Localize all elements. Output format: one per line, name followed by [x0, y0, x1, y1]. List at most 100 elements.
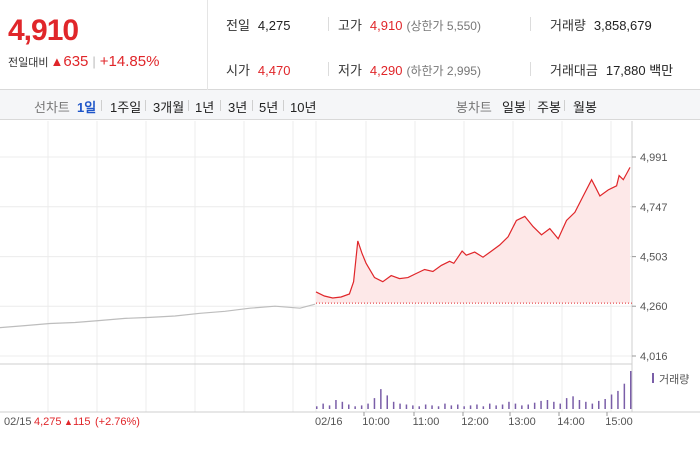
volume-bar: [559, 403, 561, 409]
volume-bar: [521, 405, 523, 409]
volume-bar: [527, 404, 529, 409]
change-percent: +14.85%: [99, 53, 160, 70]
volume-bar: [572, 396, 574, 409]
stat-prev-close: 전일 4,275: [226, 15, 290, 34]
x-axis: 10:00 11:00 12:00 13:00 14:00 15:00: [362, 412, 633, 428]
volume-label: 거래량: [550, 18, 586, 33]
x-tick-label: 13:00: [508, 416, 536, 428]
volume-bar: [501, 404, 504, 409]
volume-bar: [591, 403, 594, 409]
volume-bar: [418, 406, 420, 409]
volume-bar: [328, 405, 331, 409]
divider: [188, 100, 189, 111]
period-3-years[interactable]: 3년: [228, 100, 248, 115]
low-value: 4,290: [369, 63, 403, 78]
y-tick-label: 4,503: [640, 252, 668, 264]
period-1-year[interactable]: 1년: [195, 100, 215, 115]
volume-bar: [373, 398, 376, 409]
trade-value-value: 17,880 백만: [605, 63, 674, 78]
x-tick-label: 10:00: [362, 416, 390, 428]
volume-bar: [553, 401, 555, 409]
divider: [220, 100, 221, 111]
volume-bar: [578, 400, 581, 409]
today-fill: [316, 167, 630, 304]
divider: [328, 17, 329, 31]
volume-bar: [546, 400, 549, 409]
volume-bar: [617, 390, 619, 409]
stat-volume: 거래량 3,858,679: [550, 15, 652, 34]
period-1-day[interactable]: 1일: [77, 100, 97, 115]
volume-bar: [533, 402, 536, 409]
period-5-years[interactable]: 5년: [259, 100, 279, 115]
divider: |: [92, 54, 96, 69]
up-arrow-icon: ▲: [50, 54, 64, 69]
prev-change-arrow-icon: ▲: [64, 417, 73, 427]
x-tick-label: 14:00: [557, 416, 585, 428]
volume-bar: [630, 371, 632, 409]
volume-bar: [392, 401, 395, 409]
volume-bar: [360, 405, 363, 409]
volume-legend: 거래량: [659, 373, 689, 386]
volume-bar: [514, 403, 517, 409]
open-label: 시가: [226, 63, 250, 78]
volume-legend-swatch: [652, 373, 654, 383]
change-row: 전일대비 ▲635 | +14.85%: [8, 53, 159, 70]
volume-bar: [610, 394, 613, 409]
prev-close-label: 전일: [226, 18, 250, 33]
volume-bar: [476, 404, 478, 409]
divider: [101, 100, 102, 111]
volume-bar: [354, 406, 356, 409]
chart-toolbar: 선차트 1일 1주일 3개월 1년 3년 5년 10년 봉차트 일봉 주봉 월봉: [0, 90, 700, 120]
period-3-months[interactable]: 3개월: [153, 100, 185, 115]
volume-bar: [565, 398, 568, 409]
divider: [530, 62, 531, 76]
volume-bar: [399, 403, 401, 409]
candle-chart-label: 봉차트: [456, 100, 492, 115]
y-axis: 4,991 4,747 4,503 4,260 4,016: [632, 152, 668, 363]
volume-bar: [405, 404, 408, 409]
volume-bar: [469, 405, 472, 409]
line-chart-label: 선차트: [34, 100, 70, 115]
y-tick-label: 4,260: [640, 301, 668, 313]
volume-bar: [348, 404, 350, 409]
volume-value: 3,858,679: [593, 18, 652, 33]
stat-trade-value: 거래대금 17,880 백만: [550, 60, 673, 79]
volume-bar: [495, 405, 497, 409]
prev-pct-footer: (+2.76%): [95, 416, 140, 428]
volume-bar: [412, 405, 414, 409]
divider: [252, 100, 253, 111]
today-area: [316, 167, 632, 304]
y-tick-label: 4,016: [640, 351, 668, 363]
high-value: 4,910: [369, 18, 403, 33]
volume-bar: [508, 401, 510, 409]
y-tick-label: 4,991: [640, 152, 668, 164]
volume-bar: [482, 406, 485, 409]
today-line: [315, 167, 631, 299]
divider: [564, 100, 565, 111]
volume-bar: [322, 403, 324, 409]
volume-bar: [335, 400, 337, 409]
period-monthly-candle[interactable]: 월봉: [573, 100, 597, 115]
divider: [328, 62, 329, 76]
period-10-years[interactable]: 10년: [290, 100, 317, 115]
today-series: [315, 167, 631, 299]
high-label: 고가: [338, 18, 362, 33]
quote-summary: 4,910 전일대비 ▲635 | +14.85% 전일 4,275 고가 4,910 (상…: [0, 0, 700, 90]
low-label: 저가: [338, 63, 362, 78]
volume-bar: [431, 405, 433, 409]
divider: [283, 100, 284, 111]
today-date-label: 02/16: [315, 416, 343, 428]
volume-bar: [604, 399, 606, 409]
period-daily-candle[interactable]: 일봉: [502, 100, 526, 115]
prev-close-footer: 4,275: [34, 416, 62, 428]
y-tick-label: 4,747: [640, 202, 668, 214]
volume-bar: [437, 406, 440, 409]
period-1-week[interactable]: 1주일: [110, 100, 142, 115]
trade-value-label: 거래대금: [550, 63, 598, 78]
change-value: 635: [63, 53, 89, 70]
period-weekly-candle[interactable]: 주봉: [537, 100, 561, 115]
volume-bar: [623, 383, 626, 409]
stat-open: 시가 4,470: [226, 60, 290, 79]
volume-bar: [489, 403, 491, 409]
volume-bar: [367, 403, 369, 409]
